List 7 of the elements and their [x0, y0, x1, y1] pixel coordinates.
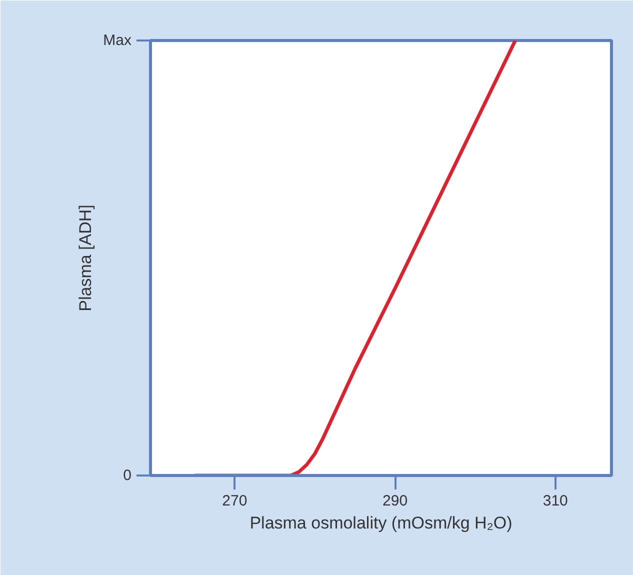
text: 0: [123, 467, 132, 484]
x-axis-title: Plasma osmolality (mOsm/kg H₂O): [250, 514, 512, 532]
x-tick-label: 290: [382, 492, 408, 510]
y-axis-title: Plasma [ADH]: [76, 204, 96, 312]
text: Max: [103, 32, 132, 49]
x-tick-label: 310: [542, 492, 568, 510]
x-tick-label: 270: [222, 492, 248, 510]
